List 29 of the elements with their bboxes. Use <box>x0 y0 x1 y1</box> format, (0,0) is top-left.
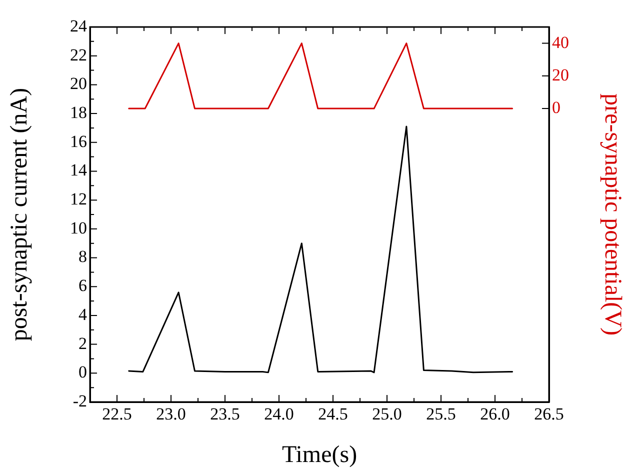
y-tick-label: 6 <box>78 276 87 296</box>
x-tick-label: 26.0 <box>480 404 510 424</box>
y-tick-label: 22 <box>70 45 87 64</box>
y-tick-label: 18 <box>70 103 87 122</box>
y-tick-label: 10 <box>70 218 87 238</box>
y-tick-label: 4 <box>78 304 88 324</box>
y-tick-label: 20 <box>70 74 87 94</box>
y2-tick-label: 20 <box>552 65 569 84</box>
y-axis-title: post-synaptic current (nA) <box>6 88 33 342</box>
y-tick-label: 8 <box>78 247 87 266</box>
x-tick-label: 25.5 <box>426 404 456 424</box>
y-tick-label: 14 <box>70 160 88 180</box>
x-tick-label: 25.0 <box>372 404 402 424</box>
x-tick-label: 24.0 <box>264 404 294 424</box>
y2-tick-label: 0 <box>552 98 560 117</box>
x-tick-label: 22.5 <box>102 404 132 424</box>
y2-tick-label: 40 <box>552 32 569 52</box>
y-tick-label: 16 <box>70 132 87 151</box>
y-tick-label: 2 <box>78 334 87 353</box>
y-tick-label: 0 <box>78 362 87 382</box>
y-tick-label: 24 <box>70 16 88 36</box>
x-axis-title: Time(s) <box>282 442 358 468</box>
y2-axis-title: pre-synaptic potential(V) <box>599 94 626 336</box>
y-tick-label: 12 <box>70 190 87 209</box>
x-tick-label: 26.5 <box>534 404 564 424</box>
x-tick-label: 23.0 <box>156 404 186 424</box>
x-tick-label: 24.5 <box>318 404 348 424</box>
x-tick-label: 23.5 <box>210 404 240 424</box>
y-tick-label: -2 <box>72 391 87 410</box>
